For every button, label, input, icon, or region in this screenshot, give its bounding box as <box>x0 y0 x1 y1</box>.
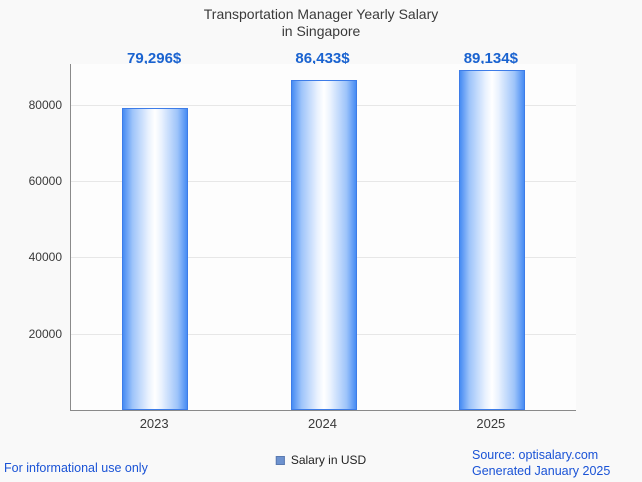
legend-item-salary-usd[interactable]: Salary in USD <box>275 453 367 467</box>
value-labels: 79,296$ 86,433$ 89,134$ <box>70 50 575 70</box>
y-tick-label: 20000 <box>28 326 62 341</box>
x-tick-label: 2023 <box>139 416 169 431</box>
generated-date: Generated January 2025 <box>472 464 611 479</box>
value-label: 86,433$ <box>295 50 350 67</box>
x-tick-label: 2025 <box>476 416 506 431</box>
y-tick-label: 80000 <box>28 97 62 112</box>
bar-2025 <box>458 70 525 410</box>
chart-title-line2: in Singapore <box>281 22 361 39</box>
legend-swatch-icon <box>275 455 285 465</box>
source-link[interactable]: Source: optisalary.com <box>472 448 599 462</box>
x-axis-labels: 2023 2024 2025 <box>70 416 575 434</box>
source-info: Source: optisalary.com Generated January… <box>472 447 610 480</box>
legend-label: Salary in USD <box>290 453 367 467</box>
y-axis-labels: 20000 40000 60000 80000 <box>0 64 62 410</box>
bar-2024 <box>290 80 357 410</box>
y-tick-label: 40000 <box>28 250 62 265</box>
chart-title: Transportation Manager Yearly Salary in … <box>0 6 642 39</box>
y-tick-label: 60000 <box>28 174 62 189</box>
value-label: 89,134$ <box>463 50 518 67</box>
plot-area <box>70 64 576 411</box>
disclaimer-text: For informational use only <box>4 461 148 475</box>
chart-title-line1: Transportation Manager Yearly Salary <box>203 6 439 22</box>
x-tick-label: 2024 <box>308 416 337 431</box>
value-label: 79,296$ <box>127 50 182 67</box>
bar-2023 <box>122 107 189 410</box>
